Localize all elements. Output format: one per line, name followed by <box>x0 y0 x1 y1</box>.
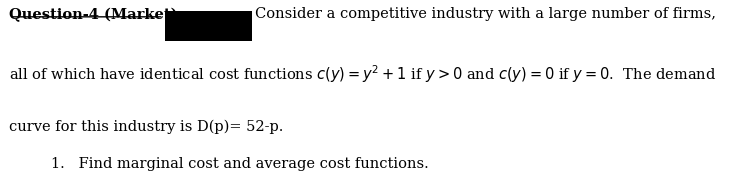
Text: 1.   Find marginal cost and average cost functions.: 1. Find marginal cost and average cost f… <box>51 157 429 171</box>
Text: curve for this industry is D(p)= 52-p.: curve for this industry is D(p)= 52-p. <box>9 120 284 134</box>
Bar <box>165 11 252 41</box>
Text: Question-4 (Market): Question-4 (Market) <box>9 7 178 22</box>
Text: Consider a competitive industry with a large number of firms,: Consider a competitive industry with a l… <box>255 7 716 22</box>
Text: all of which have identical cost functions $c(y) = y^2 + 1$ if $y > 0$ and $c(y): all of which have identical cost functio… <box>9 64 716 85</box>
